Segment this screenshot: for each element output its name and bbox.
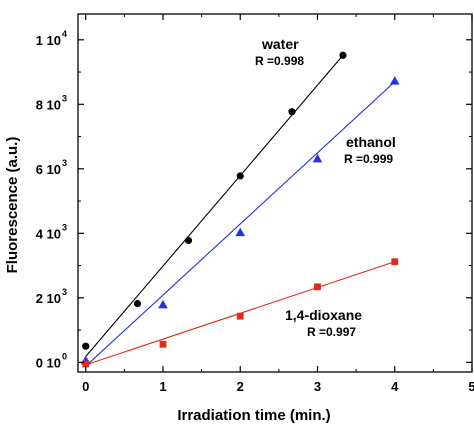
data-point-water (236, 172, 244, 180)
data-point-water (184, 236, 193, 245)
y-tick-exponent: 0 (62, 351, 67, 361)
data-point-ethanol (389, 76, 400, 85)
data-point-1-4-dioxane (159, 340, 167, 348)
data-point-water (133, 300, 142, 308)
y-tick-label: 1 10 (36, 33, 61, 48)
y-axis-title: Fluorescence (a.u.) (4, 137, 21, 274)
y-tick-label: 2 10 (36, 291, 61, 306)
axis-ticks: 0 1 2 3 4 50 10 02 10 34 10 36 10 38 10 31 10 4 (36, 14, 474, 394)
x-tick-label: 0 (82, 379, 89, 394)
data-point-water (82, 342, 90, 350)
x-tick-label: 2 (237, 379, 244, 394)
r-value-water: R =0.998 (255, 54, 304, 68)
y-tick-label: 6 10 (36, 162, 61, 177)
y-tick-exponent: 3 (62, 222, 67, 232)
r-value-dioxane: R =0.997 (307, 325, 356, 339)
x-tick-label: 3 (314, 379, 321, 394)
y-tick-label: 4 10 (36, 226, 61, 241)
data-point-1-4-dioxane (391, 258, 399, 266)
x-tick-label: 5 (468, 379, 474, 394)
data-point-ethanol (235, 227, 246, 237)
x-axis-title: Irradiation time (min.) (177, 407, 330, 424)
data-point-water (339, 51, 347, 59)
fit-line-water (85, 54, 344, 357)
plot-frame (77, 13, 473, 373)
series-label-dioxane: 1,4-dioxane (285, 307, 362, 323)
series-label-water: water (261, 36, 299, 52)
data-point-water (288, 108, 296, 116)
x-tick-label: 1 (159, 379, 166, 394)
data-point-1-4-dioxane (314, 283, 321, 291)
y-tick-label: 0 10 (36, 355, 61, 370)
y-tick-exponent: 4 (62, 29, 67, 39)
data-point-ethanol (158, 299, 168, 309)
data-point-1-4-dioxane (82, 360, 90, 368)
y-tick-label: 8 10 (36, 97, 61, 112)
fit-line-ethanol (85, 81, 396, 367)
data-point-1-4-dioxane (236, 312, 244, 320)
data-point-ethanol (312, 153, 323, 163)
y-tick-exponent: 3 (62, 158, 67, 168)
r-value-ethanol: R =0.999 (344, 152, 393, 166)
y-tick-exponent: 3 (62, 93, 67, 103)
series-label-ethanol: ethanol (346, 134, 396, 150)
x-tick-label: 4 (391, 379, 399, 394)
y-tick-exponent: 3 (62, 287, 67, 297)
